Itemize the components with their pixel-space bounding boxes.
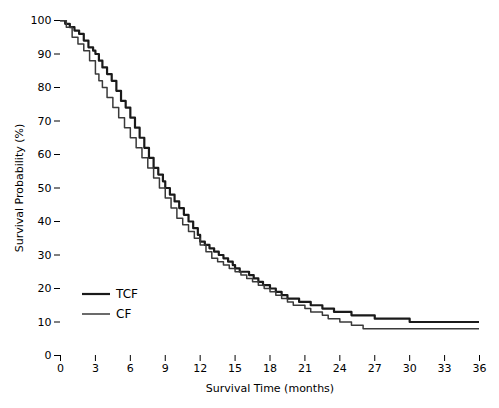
svg-text:10: 10	[38, 316, 52, 329]
svg-text:100: 100	[31, 14, 52, 27]
svg-text:0: 0	[45, 349, 52, 362]
svg-text:33: 33	[438, 362, 452, 375]
svg-text:60: 60	[38, 148, 52, 161]
svg-text:90: 90	[38, 48, 52, 61]
svg-text:27: 27	[368, 362, 382, 375]
svg-text:9: 9	[162, 362, 169, 375]
svg-text:24: 24	[333, 362, 347, 375]
svg-text:Survival Time (months): Survival Time (months)	[206, 382, 334, 395]
svg-text:36: 36	[473, 362, 487, 375]
svg-text:70: 70	[38, 115, 52, 128]
svg-text:40: 40	[38, 215, 52, 228]
svg-text:3: 3	[92, 362, 99, 375]
html-text:CF: CF	[116, 307, 132, 321]
svg-text:50: 50	[38, 182, 52, 195]
svg-text:12: 12	[193, 362, 207, 375]
svg-text:21: 21	[298, 362, 312, 375]
html-text:TCF: TCF	[116, 287, 138, 301]
svg-text:15: 15	[228, 362, 242, 375]
svg-text:30: 30	[38, 249, 52, 262]
svg-text:20: 20	[38, 282, 52, 295]
svg-text:Survival Probability (%): Survival Probability (%)	[13, 124, 26, 253]
svg-text:30: 30	[403, 362, 417, 375]
svg-text:18: 18	[263, 362, 277, 375]
svg-text:0: 0	[57, 362, 64, 375]
svg-text:6: 6	[127, 362, 134, 375]
svg-text:80: 80	[38, 81, 52, 94]
